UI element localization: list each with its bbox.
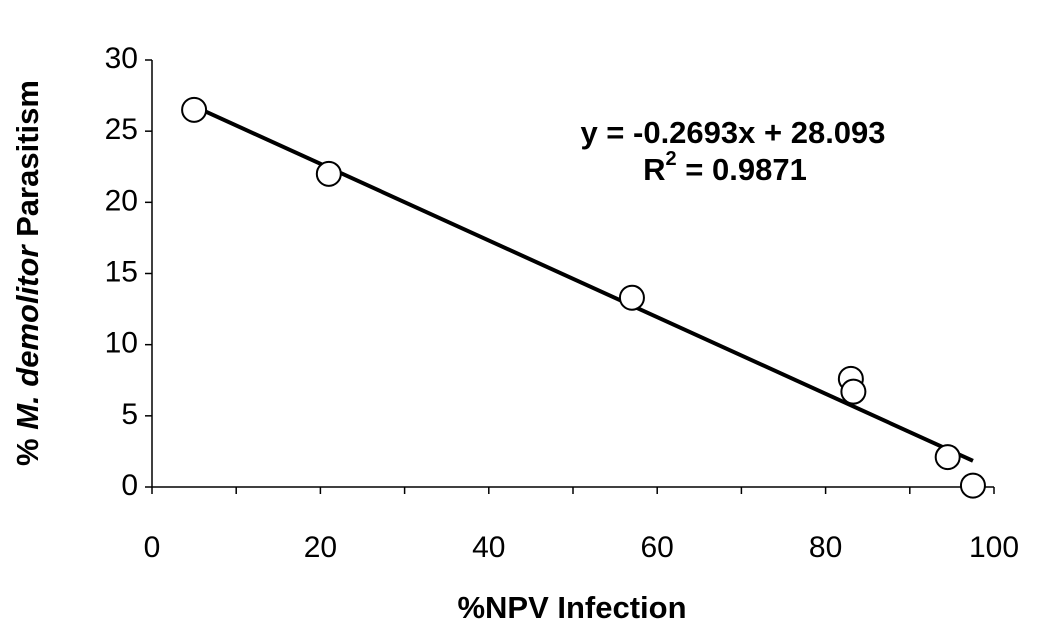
y-axis-title: % M. demolitor Parasitism	[10, 80, 45, 466]
y-tick-label: 20	[105, 184, 138, 217]
r-base: R	[643, 152, 665, 187]
x-tick-label: 40	[472, 531, 505, 564]
point	[181, 96, 208, 123]
r-sup: 2	[666, 148, 677, 170]
y-tick-label: 30	[105, 42, 138, 75]
x-axis-title: %NPV Infection	[457, 590, 686, 625]
trendline	[193, 104, 974, 463]
point	[934, 444, 961, 471]
point	[315, 160, 342, 187]
y-tick-label: 0	[121, 469, 138, 502]
y-title-part: %	[10, 430, 45, 466]
x-tick-label: 0	[144, 531, 161, 564]
x-tick-label: 20	[304, 531, 337, 564]
y-tick-label: 25	[105, 113, 138, 146]
x-tick-label: 60	[641, 531, 674, 564]
point	[840, 378, 867, 405]
r-rest: = 0.9871	[677, 152, 807, 187]
x-tick-label: 100	[969, 531, 1019, 564]
y-tick-label: 5	[121, 398, 138, 431]
equation: y = -0.2693x + 28.093	[580, 115, 885, 150]
y-title-part: Parasitism	[10, 80, 45, 245]
r-squared: R2 = 0.9871	[643, 148, 807, 187]
y-tick-label: 15	[105, 255, 138, 288]
point	[959, 472, 986, 499]
y-tick-label: 10	[105, 327, 138, 360]
y-title-part: M. demolitor	[10, 244, 45, 430]
x-tick-label: 80	[809, 531, 842, 564]
point	[618, 284, 645, 311]
